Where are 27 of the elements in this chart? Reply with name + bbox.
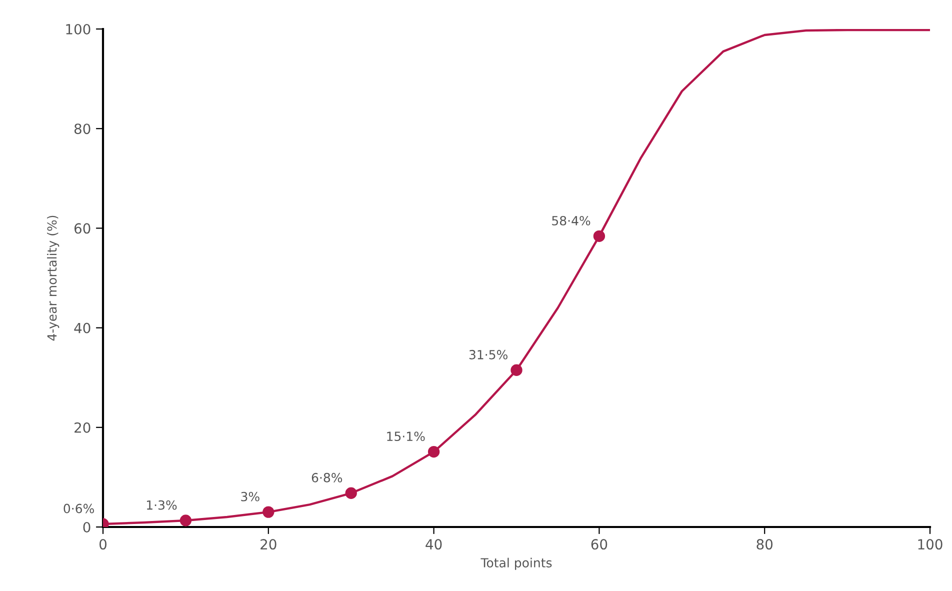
y-tick-label: 100 (66, 24, 90, 34)
data-label: 3% (241, 492, 260, 502)
point (345, 487, 357, 499)
y-tick-label: 40 (74, 322, 90, 334)
x-tick-label: 20 (260, 539, 276, 550)
x-tick-label: 80 (756, 539, 773, 550)
point (180, 514, 192, 526)
x-axis-title: Total points (480, 558, 552, 570)
y-axis-title: 4-year mortality (%) (47, 216, 60, 341)
data-label: 0·6% (64, 504, 94, 514)
data-label: 31·5% (469, 350, 508, 360)
data-label: 15·1% (387, 432, 425, 442)
data-label: 58·4% (552, 216, 590, 226)
x-tick-label: 60 (591, 539, 608, 550)
point (593, 230, 606, 242)
point (428, 446, 440, 458)
y-tick-label: 0 (83, 522, 90, 532)
x-tick-label: 0 (99, 539, 106, 550)
point (262, 506, 274, 518)
x-tick-label: 40 (426, 539, 442, 550)
x-tick-label: 100 (918, 539, 942, 550)
data-label: 1·3% (146, 500, 177, 510)
y-tick-label: 80 (74, 124, 90, 134)
y-tick-label: 20 (74, 422, 90, 433)
point (510, 364, 522, 376)
y-tick-label: 60 (74, 223, 90, 234)
data-label: 6·8% (312, 472, 342, 482)
